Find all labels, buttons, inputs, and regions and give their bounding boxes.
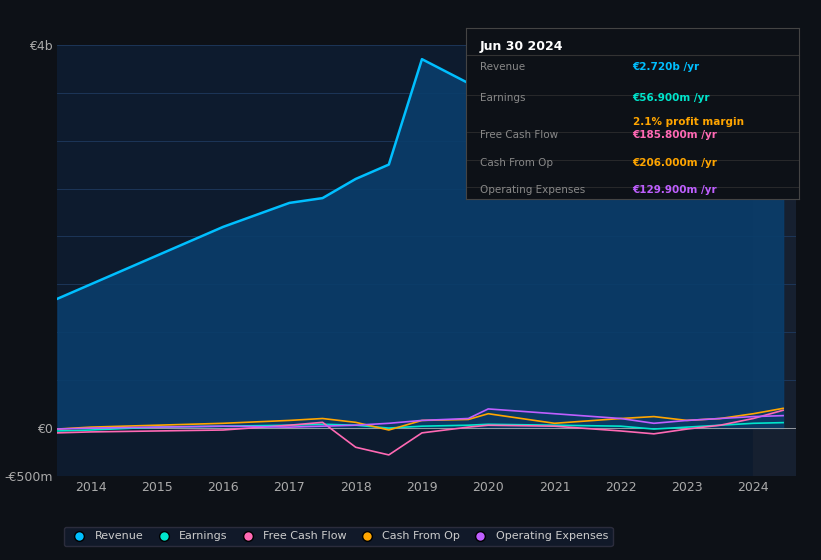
Text: Revenue: Revenue: [479, 62, 525, 72]
Text: Free Cash Flow: Free Cash Flow: [479, 130, 557, 141]
Text: 2.1% profit margin: 2.1% profit margin: [632, 117, 744, 127]
Legend: Revenue, Earnings, Free Cash Flow, Cash From Op, Operating Expenses: Revenue, Earnings, Free Cash Flow, Cash …: [64, 527, 612, 546]
Text: Jun 30 2024: Jun 30 2024: [479, 40, 563, 53]
Text: €2.720b /yr: €2.720b /yr: [632, 62, 699, 72]
Text: Earnings: Earnings: [479, 93, 525, 103]
Text: €185.800m /yr: €185.800m /yr: [632, 130, 718, 141]
Text: €129.900m /yr: €129.900m /yr: [632, 185, 718, 195]
Bar: [754, 45, 796, 476]
Text: €206.000m /yr: €206.000m /yr: [632, 158, 718, 168]
Text: €56.900m /yr: €56.900m /yr: [632, 93, 710, 103]
Text: Operating Expenses: Operating Expenses: [479, 185, 585, 195]
Text: Cash From Op: Cash From Op: [479, 158, 553, 168]
